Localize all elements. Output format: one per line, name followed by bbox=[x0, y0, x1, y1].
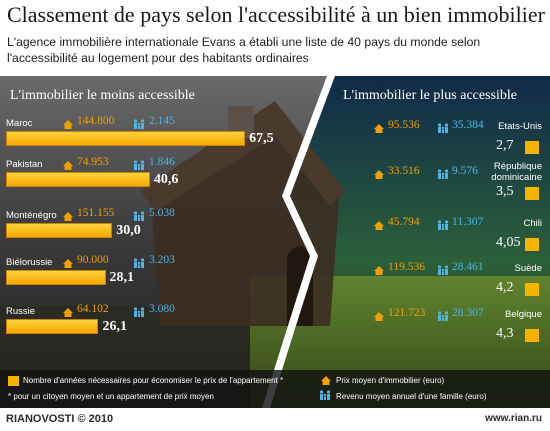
legend-years: Nombre d'années nécessaires pour économi… bbox=[23, 376, 283, 385]
bar-years bbox=[525, 329, 539, 342]
income-value: 1.846 bbox=[149, 156, 175, 168]
house-icon bbox=[373, 167, 386, 178]
price-value: 64.102 bbox=[77, 303, 109, 315]
footer: RIANOVOSTI © 2010 www.rian.ru bbox=[0, 408, 550, 431]
bar-value-label: 4,05 bbox=[496, 235, 521, 251]
bar-years bbox=[6, 131, 245, 146]
left-panel-title: L'immobilier le moins accessible bbox=[10, 88, 195, 104]
country-label: République dominicaine bbox=[478, 161, 542, 183]
income-value: 9.576 bbox=[452, 165, 478, 177]
house-icon bbox=[62, 158, 75, 169]
family-icon bbox=[436, 218, 449, 229]
country-label: Maroc bbox=[6, 118, 32, 129]
family-icon bbox=[132, 117, 145, 128]
house-icon bbox=[62, 305, 75, 316]
bar-value-label: 30,0 bbox=[116, 223, 141, 239]
bar-years bbox=[6, 172, 150, 187]
bar-years bbox=[525, 141, 539, 154]
price-value: 95.536 bbox=[388, 119, 420, 131]
family-icon bbox=[132, 209, 145, 220]
price-value: 74.953 bbox=[77, 156, 109, 168]
legend-income: Revenu moyen annuel d'une famille (euro) bbox=[336, 392, 487, 401]
bar-value-label: 2,7 bbox=[496, 138, 514, 154]
bar-years bbox=[525, 283, 539, 296]
price-value: 119.536 bbox=[388, 261, 425, 273]
page-title: Classement de pays selon l'accessibilité… bbox=[7, 2, 547, 28]
house-icon bbox=[373, 121, 386, 132]
income-value: 5.038 bbox=[149, 207, 175, 219]
bar-years bbox=[6, 270, 106, 285]
income-value: 3.080 bbox=[149, 303, 175, 315]
legend-bar-swatch bbox=[8, 376, 19, 386]
family-icon bbox=[436, 263, 449, 274]
country-label: Biélorussie bbox=[6, 257, 52, 268]
country-label: Russie bbox=[6, 306, 35, 317]
house-icon bbox=[373, 309, 386, 320]
bar-years bbox=[525, 187, 539, 200]
bar-value-label: 40,6 bbox=[154, 172, 179, 188]
house-icon bbox=[62, 117, 75, 128]
income-value: 2.145 bbox=[149, 115, 175, 127]
family-icon bbox=[132, 158, 145, 169]
legend-panel: Nombre d'années nécessaires pour économi… bbox=[0, 370, 550, 408]
house-icon bbox=[373, 263, 386, 274]
house-icon bbox=[62, 256, 75, 267]
country-label: Etats-Unis bbox=[478, 121, 542, 132]
legend-footnote: * pour un citoyen moyen et un appartemen… bbox=[8, 392, 214, 401]
bar-years bbox=[525, 238, 539, 251]
bar-value-label: 4,3 bbox=[496, 326, 514, 342]
brand-logo: RIANOVOSTI © 2010 bbox=[6, 413, 113, 425]
family-icon bbox=[436, 121, 449, 132]
price-value: 151.155 bbox=[77, 207, 114, 219]
family-icon bbox=[318, 390, 332, 401]
bar-years bbox=[6, 319, 98, 334]
country-label: Suède bbox=[478, 263, 542, 274]
price-value: 90.000 bbox=[77, 254, 109, 266]
page-subtitle: L'agence immobilière internationale Evan… bbox=[7, 34, 547, 66]
price-value: 33.516 bbox=[388, 165, 420, 177]
family-icon bbox=[436, 167, 449, 178]
bar-value-label: 3,5 bbox=[496, 184, 514, 200]
price-value: 45.794 bbox=[388, 216, 420, 228]
house-icon bbox=[62, 209, 75, 220]
country-label: Chili bbox=[478, 218, 542, 229]
legend-price: Prix moyen d'immobilier (euro) bbox=[336, 376, 444, 385]
bar-years bbox=[6, 223, 112, 238]
family-icon bbox=[132, 305, 145, 316]
price-value: 144.800 bbox=[77, 115, 114, 127]
house-icon bbox=[320, 375, 332, 386]
country-label: Pakistan bbox=[6, 159, 42, 170]
price-value: 121.723 bbox=[388, 307, 425, 319]
bar-value-label: 4,2 bbox=[496, 280, 514, 296]
bar-value-label: 28,1 bbox=[110, 270, 135, 286]
family-icon bbox=[436, 309, 449, 320]
bar-value-label: 26,1 bbox=[102, 319, 127, 335]
country-label: Belgique bbox=[478, 309, 542, 320]
country-label: Monténégro bbox=[6, 210, 57, 221]
right-panel-title: L'immobilier le plus accessible bbox=[343, 88, 517, 104]
house-icon bbox=[373, 218, 386, 229]
site-link[interactable]: www.rian.ru bbox=[485, 413, 542, 424]
bar-value-label: 67,5 bbox=[249, 131, 274, 147]
family-icon bbox=[132, 256, 145, 267]
income-value: 3.203 bbox=[149, 254, 175, 266]
